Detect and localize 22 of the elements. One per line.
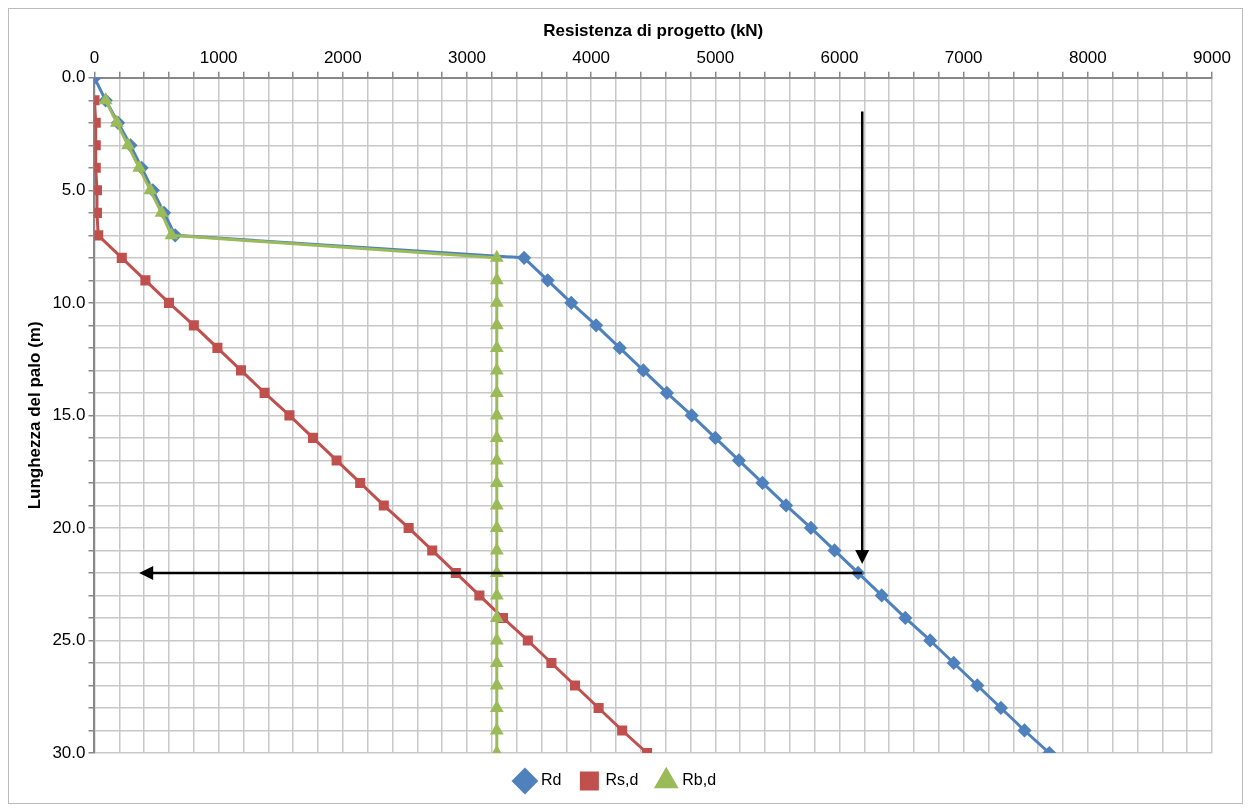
x-tick-label: 9000 [1193,48,1231,68]
legend-label: Rd [540,771,562,789]
x-tick-label: 5000 [696,48,735,68]
y-axis-title: Lunghezza del palo (m) [24,321,44,510]
y-tick-label: 0.0 [61,67,86,87]
legend-label: Rb,d [682,771,717,789]
x-axis-title: Resistenza di progetto (kN) [543,20,764,40]
y-tick-label: 20.0 [52,517,86,537]
x-tick-label: 8000 [1068,48,1107,68]
y-tick-label: 10.0 [52,292,86,312]
x-tick-label: 3000 [448,48,486,68]
x-tick-label: 0 [89,48,100,68]
y-tick-label: 5.0 [61,180,86,200]
x-tick-label: 1000 [199,48,238,68]
x-tick-label: 2000 [323,48,362,68]
y-tick-label: 25.0 [52,630,86,650]
x-tick-label: 7000 [944,48,983,68]
y-tick-label: 15.0 [52,405,86,425]
y-tick-label: 30.0 [52,742,86,762]
x-tick-label: 6000 [820,48,859,68]
x-tick-label: 4000 [572,48,611,68]
legend-label: Rs,d [605,771,639,789]
